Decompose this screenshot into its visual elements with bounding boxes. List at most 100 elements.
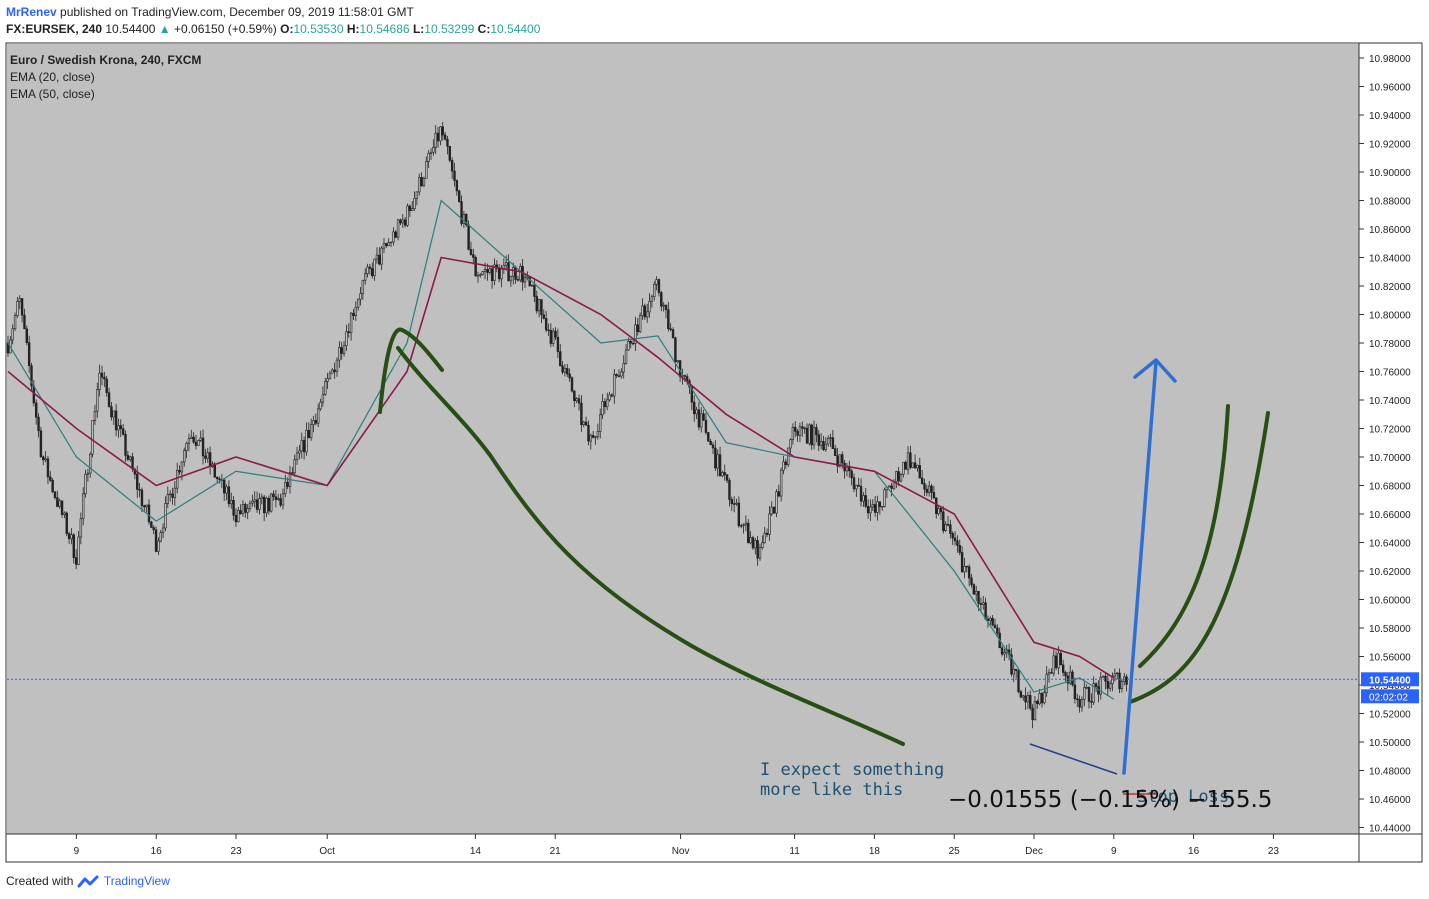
candle-body (730, 499, 734, 504)
y-tick-label: 10.50000 (1369, 738, 1411, 749)
candle-body (281, 493, 285, 506)
price-chart[interactable]: 10.98000 10.96000 10.94000 10.92000 10.90000… (0, 40, 1429, 866)
candle-body (166, 494, 169, 504)
y-tick-label: 10.44000 (1369, 824, 1411, 835)
candle-body (645, 311, 649, 318)
candle-body (476, 275, 480, 277)
candle-body (888, 485, 891, 488)
tradingview-link[interactable]: TradingView (103, 874, 170, 888)
candle-body (472, 254, 475, 258)
candle-body (201, 437, 205, 457)
x-tick-label: Oct (319, 846, 335, 857)
candle-body (413, 198, 416, 209)
candle-body (262, 496, 266, 514)
legend-ema50[interactable]: EMA (50, close) (10, 87, 95, 101)
candle-body (890, 485, 893, 489)
candle-body (467, 224, 470, 250)
candle-body (1019, 691, 1023, 698)
candle-body (86, 472, 90, 475)
candle-body (723, 472, 726, 476)
author-name[interactable]: MrRenev (6, 5, 57, 19)
time-axis[interactable]: 9 16 23 Oct 14 21 Nov 11 18 25 Dec 9 16 23 (74, 834, 1280, 857)
candle-body (542, 314, 546, 319)
candle-body (455, 180, 459, 192)
candle-body (624, 349, 628, 364)
candle-body (206, 452, 209, 459)
candle-body (72, 534, 76, 558)
breakout-arrow-shaft (1122, 360, 1158, 775)
candle-body (627, 340, 630, 351)
price-axis[interactable]: 10.98000 10.96000 10.94000 10.92000 10.90000… (1359, 54, 1411, 835)
candle-body (30, 365, 33, 387)
y-tick-label: 10.96000 (1369, 83, 1411, 94)
y-tick-label: 10.66000 (1369, 510, 1411, 521)
note-line-1: I expect something (760, 760, 944, 780)
candle-body (392, 231, 395, 243)
candle-body (1000, 647, 1004, 655)
candle-body (44, 458, 47, 461)
candle-body (18, 298, 21, 302)
candle-body (864, 495, 867, 507)
legend-ema20[interactable]: EMA (20, close) (10, 70, 95, 84)
candle-body (871, 504, 875, 508)
candle-body (782, 461, 785, 471)
candle-body (765, 532, 769, 535)
arc-drawing (378, 327, 444, 414)
breakout-arrow-head (1133, 358, 1177, 383)
candle-body (307, 429, 310, 439)
plot-area[interactable] (7, 44, 1359, 834)
candle-body (617, 375, 621, 377)
candle-body (82, 493, 85, 520)
candle-body (239, 510, 242, 514)
candle-body (596, 431, 600, 438)
candle-body (841, 454, 844, 464)
up-arrow-icon: ▲ (158, 22, 171, 36)
last-price-tag-text: 10.54400 (1369, 675, 1411, 686)
candle-body (232, 500, 235, 516)
candle-body (777, 491, 781, 497)
candle-body (436, 132, 440, 142)
countdown-text: 02:02:02 (1369, 692, 1408, 703)
candle-body (49, 476, 52, 481)
x-tick-label: 16 (151, 846, 163, 857)
candle-body (641, 305, 644, 316)
candle-body (598, 414, 602, 432)
candle-body (1087, 687, 1091, 702)
candle-body (667, 309, 670, 329)
candle-body (213, 463, 216, 478)
candle-body (909, 452, 912, 468)
candle-body (1014, 668, 1018, 671)
candle-body (460, 201, 463, 224)
candle-body (338, 347, 341, 361)
publish-date: published on TradingView.com, December 0… (60, 5, 414, 19)
candle-body (335, 359, 339, 372)
candle-body (265, 497, 268, 514)
candle-body (913, 462, 917, 469)
candle-body (143, 505, 146, 508)
candle-body (465, 214, 468, 226)
candle-body (168, 493, 172, 496)
candle-body (551, 330, 555, 344)
candle-body (251, 501, 254, 504)
candle-body (1106, 680, 1110, 689)
candle-body (855, 484, 858, 490)
candle-body (185, 442, 188, 451)
candle-body (622, 362, 625, 373)
candle-body (916, 465, 919, 469)
candle-body (982, 602, 985, 605)
candle-body (758, 547, 762, 559)
candle-body (65, 512, 68, 534)
candle-body (869, 506, 872, 514)
candle-body (453, 170, 456, 181)
candle-body (613, 374, 616, 397)
candle-body (1080, 699, 1084, 708)
tradingview-logo-icon (77, 875, 99, 888)
candle-body (244, 504, 247, 513)
candle-body (441, 126, 444, 136)
y-tick-label: 10.94000 (1369, 111, 1411, 122)
y-tick-label: 10.92000 (1369, 140, 1411, 151)
candle-body (13, 315, 17, 330)
candle-body (754, 540, 757, 549)
candle-body (606, 399, 609, 408)
candle-body (657, 279, 661, 293)
